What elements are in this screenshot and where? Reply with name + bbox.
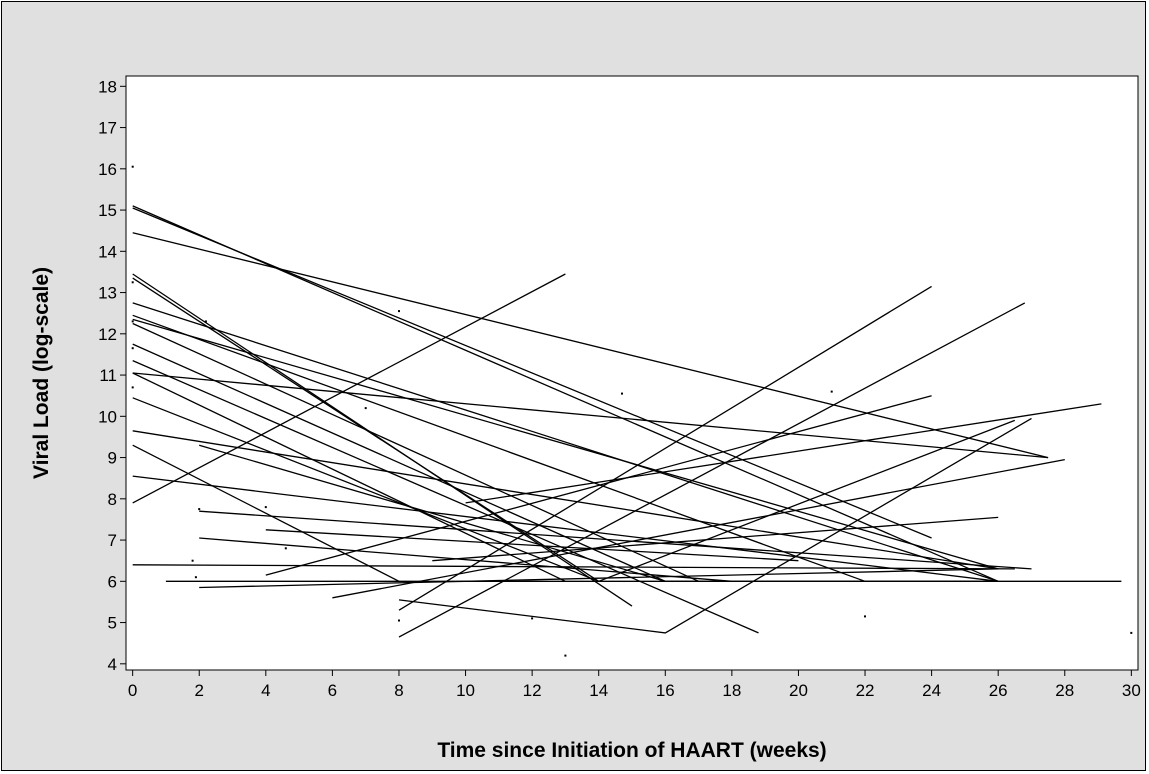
series-lines <box>132 205 1122 638</box>
scatter-point-2 <box>131 281 134 284</box>
x-axis-title: Time since Initiation of HAART (weeks) <box>437 739 826 762</box>
y-axis: 4 5 6 7 8 9 10 11 12 13 14 15 16 17 18 <box>98 77 126 674</box>
x-axis: 0 2 4 6 8 10 12 14 16 18 20 22 24 26 28 30 <box>128 670 1141 700</box>
y-tick-label-16: 16 <box>98 160 117 179</box>
x-tick-label-18: 18 <box>722 681 741 700</box>
x-tick-label-8: 8 <box>394 681 403 700</box>
series-line-12 <box>132 372 566 582</box>
series-line-3 <box>132 232 1049 459</box>
y-axis-title: Viral Load (log-scale) <box>30 267 53 479</box>
series-line-8 <box>132 318 999 570</box>
scatter-point-16 <box>564 654 567 657</box>
scatter-point-7 <box>194 576 197 579</box>
y-tick-label-6: 6 <box>108 572 117 591</box>
x-tick-label-0: 0 <box>128 681 137 700</box>
series-line-24 <box>199 568 999 589</box>
y-tick-label-9: 9 <box>108 449 117 468</box>
y-tick-label-13: 13 <box>98 284 117 303</box>
series-line-27 <box>332 458 1065 599</box>
series-line-2 <box>132 207 932 539</box>
series-line-31 <box>432 516 999 562</box>
series-line-33 <box>598 419 1016 582</box>
x-tick-label-2: 2 <box>195 681 204 700</box>
series-line-22 <box>199 510 1032 570</box>
x-tick-label-14: 14 <box>589 681 608 700</box>
series-line-25 <box>265 395 932 576</box>
scatter-point-1 <box>131 165 134 168</box>
y-tick-label-4: 4 <box>108 655 117 674</box>
scatter-point-12 <box>364 407 367 410</box>
scatter-point-6 <box>191 559 194 562</box>
series-line-23 <box>199 537 732 582</box>
series-line-14 <box>132 397 599 582</box>
x-tick-label-4: 4 <box>261 681 270 700</box>
x-tick-label-20: 20 <box>789 681 808 700</box>
y-tick-label-7: 7 <box>108 531 117 550</box>
scatter-point-15 <box>531 617 534 620</box>
series-line-17 <box>132 475 999 582</box>
x-tick-label-16: 16 <box>656 681 675 700</box>
scatter-point-13 <box>398 310 400 313</box>
scatter-point-8 <box>198 508 201 511</box>
y-tick-label-18: 18 <box>98 77 117 96</box>
series-line-19 <box>132 273 566 504</box>
series-line-26 <box>265 529 799 562</box>
series-line-15 <box>132 430 999 570</box>
y-tick-label-8: 8 <box>108 490 117 509</box>
y-tick-label-14: 14 <box>98 242 117 261</box>
scatter-point-4 <box>131 347 134 350</box>
scatter-point-18 <box>830 390 833 393</box>
scatter-point-17 <box>621 392 623 395</box>
y-tick-label-5: 5 <box>108 614 117 633</box>
x-tick-label-6: 6 <box>328 681 337 700</box>
series-line-18 <box>132 564 1015 570</box>
scatter-point-20 <box>1130 631 1133 634</box>
series-line-9 <box>132 322 699 582</box>
series-line-13 <box>132 372 1049 459</box>
x-tick-label-22: 22 <box>856 681 875 700</box>
series-line-29 <box>398 417 1032 634</box>
y-tick-label-17: 17 <box>98 119 117 138</box>
series-line-11 <box>132 360 759 634</box>
scatter-point-14 <box>398 619 400 622</box>
series-line-30 <box>398 302 1026 638</box>
x-tick-label-26: 26 <box>989 681 1008 700</box>
x-tick-label-24: 24 <box>922 681 941 700</box>
scatter-points <box>131 165 1133 657</box>
series-line-21 <box>199 444 999 582</box>
x-tick-label-10: 10 <box>456 681 475 700</box>
x-tick-label-30: 30 <box>1122 681 1141 700</box>
y-tick-label-15: 15 <box>98 201 117 220</box>
series-line-6 <box>132 302 999 582</box>
scatter-point-5 <box>131 386 134 389</box>
x-tick-label-28: 28 <box>1055 681 1074 700</box>
scatter-point-10 <box>264 506 267 509</box>
y-tick-label-12: 12 <box>98 325 117 344</box>
y-tick-label-10: 10 <box>98 407 117 426</box>
x-tick-label-12: 12 <box>523 681 542 700</box>
scatter-point-11 <box>284 547 287 550</box>
series-line-16 <box>132 444 400 582</box>
scatter-point-19 <box>864 615 866 618</box>
series-line-32 <box>465 403 1102 504</box>
scatter-point-9 <box>204 320 207 323</box>
y-tick-label-11: 11 <box>99 366 117 385</box>
scatter-point-3 <box>131 320 134 323</box>
